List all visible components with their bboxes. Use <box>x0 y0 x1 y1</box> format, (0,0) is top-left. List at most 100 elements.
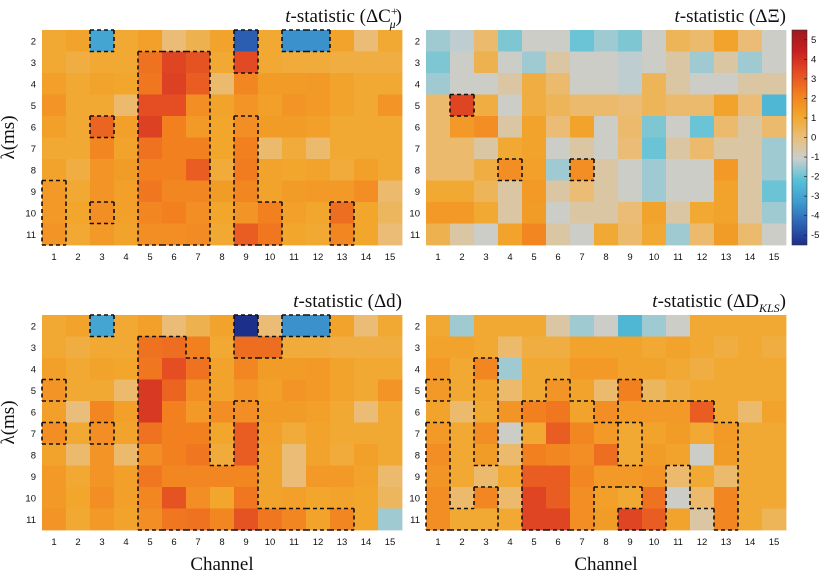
heatmap-cell <box>282 379 307 402</box>
heatmap-cell <box>282 315 307 337</box>
heatmap-cell <box>618 159 643 181</box>
heatmap-cell <box>474 30 499 52</box>
heatmap-cell <box>594 315 619 337</box>
heatmap-cell <box>762 422 787 445</box>
heatmap-cell <box>162 94 187 117</box>
y-tick-label: 6 <box>415 407 420 418</box>
heatmap-cell <box>474 336 499 359</box>
heatmap-cell <box>210 137 235 160</box>
heatmap-cell <box>138 51 163 74</box>
heatmap-cell <box>330 94 355 117</box>
heatmap-cell <box>234 116 259 138</box>
heatmap-cell <box>594 116 619 138</box>
heatmap-cell <box>162 315 187 337</box>
heatmap-cell <box>186 508 211 531</box>
x-tick-label: 15 <box>385 537 396 548</box>
heatmap-cell <box>210 422 235 445</box>
heatmap-cell <box>522 358 547 380</box>
heatmap-cell <box>306 159 331 181</box>
heatmap-cell <box>762 94 787 117</box>
heatmap-cell <box>714 444 739 466</box>
heatmap-cell <box>714 401 739 423</box>
heatmap-cell <box>186 444 211 466</box>
heatmap-cell <box>66 422 91 445</box>
heatmap-cell <box>594 487 619 509</box>
colorbar-tick-label: 1 <box>811 113 816 124</box>
heatmap-cell <box>114 508 139 531</box>
heatmap-cell <box>714 487 739 509</box>
heatmap-cell <box>258 116 283 138</box>
heatmap-cell <box>282 202 307 224</box>
heatmap-cell <box>546 30 571 52</box>
heatmap-cell <box>210 444 235 466</box>
heatmap-cell <box>42 94 67 117</box>
heatmap-cell <box>570 315 595 337</box>
x-tick-label: 12 <box>313 537 324 548</box>
heatmap-cell <box>498 444 523 466</box>
heatmap-cell <box>498 180 523 203</box>
heatmap-cell <box>498 116 523 138</box>
heatmap-cell <box>450 137 475 160</box>
heatmap-cell <box>426 358 451 380</box>
heatmap-cell <box>282 223 307 246</box>
heatmap-cell <box>618 358 643 380</box>
heatmap-cell <box>282 444 307 466</box>
heatmap-cell <box>306 444 331 466</box>
heatmap-cell <box>282 508 307 531</box>
heatmap-cell <box>42 422 67 445</box>
heatmap-cell <box>186 401 211 423</box>
heatmap-cell <box>138 336 163 359</box>
heatmap-cell <box>234 30 259 52</box>
heatmap-cell <box>570 422 595 445</box>
heatmap-cell <box>162 422 187 445</box>
heatmap-cell <box>522 444 547 466</box>
x-tick-label: 14 <box>745 252 756 263</box>
heatmap-cell <box>306 315 331 337</box>
heatmap-cell <box>258 465 283 488</box>
heatmap-cell <box>90 315 115 337</box>
panel-title: t-statistic (Δd) <box>293 291 402 312</box>
x-tick-label: 13 <box>337 537 348 548</box>
heatmap-cell <box>522 401 547 423</box>
heatmap-cell <box>330 358 355 380</box>
heatmap-cell <box>42 137 67 160</box>
heatmap-cell <box>162 401 187 423</box>
heatmap-cell <box>450 422 475 445</box>
heatmap-cell <box>330 137 355 160</box>
heatmap-cell <box>690 465 715 488</box>
heatmap-cell <box>570 379 595 402</box>
heatmap-cell <box>450 116 475 138</box>
heatmap-cell <box>618 508 643 531</box>
heatmap-cell <box>498 487 523 509</box>
heatmap-cell <box>162 159 187 181</box>
heatmap-cell <box>306 508 331 531</box>
heatmap-panel: 1 2 3 4 5 6 7 8 9 10 11 12 13 14 15234567891011t-stati… <box>0 291 403 575</box>
heatmap-cell <box>666 465 691 488</box>
heatmap-cell <box>690 401 715 423</box>
heatmap-cell <box>738 223 763 246</box>
x-tick-label: 13 <box>337 252 348 263</box>
heatmap-cell <box>330 73 355 95</box>
heatmap-cell <box>522 30 547 52</box>
heatmap-cell <box>738 137 763 160</box>
x-tick-label: 6 <box>555 252 560 263</box>
x-axis-label: Channel <box>190 554 253 575</box>
heatmap-cell <box>714 30 739 52</box>
heatmap-cell <box>138 94 163 117</box>
heatmap-cell <box>354 180 379 203</box>
heatmap-cell <box>594 73 619 95</box>
heatmap-cell <box>186 336 211 359</box>
heatmap-cell <box>138 223 163 246</box>
x-tick-label: 5 <box>147 252 152 263</box>
heatmap-cell <box>378 444 403 466</box>
heatmap-cell <box>42 30 67 52</box>
heatmap-cell <box>642 159 667 181</box>
heatmap-cell <box>90 487 115 509</box>
heatmap-cell <box>594 422 619 445</box>
x-axis-label: Channel <box>574 554 637 575</box>
y-tick-label: 4 <box>31 79 36 90</box>
heatmap-cell <box>378 401 403 423</box>
heatmap-cell <box>546 444 571 466</box>
heatmap-cell <box>378 223 403 246</box>
heatmap-cell <box>594 465 619 488</box>
